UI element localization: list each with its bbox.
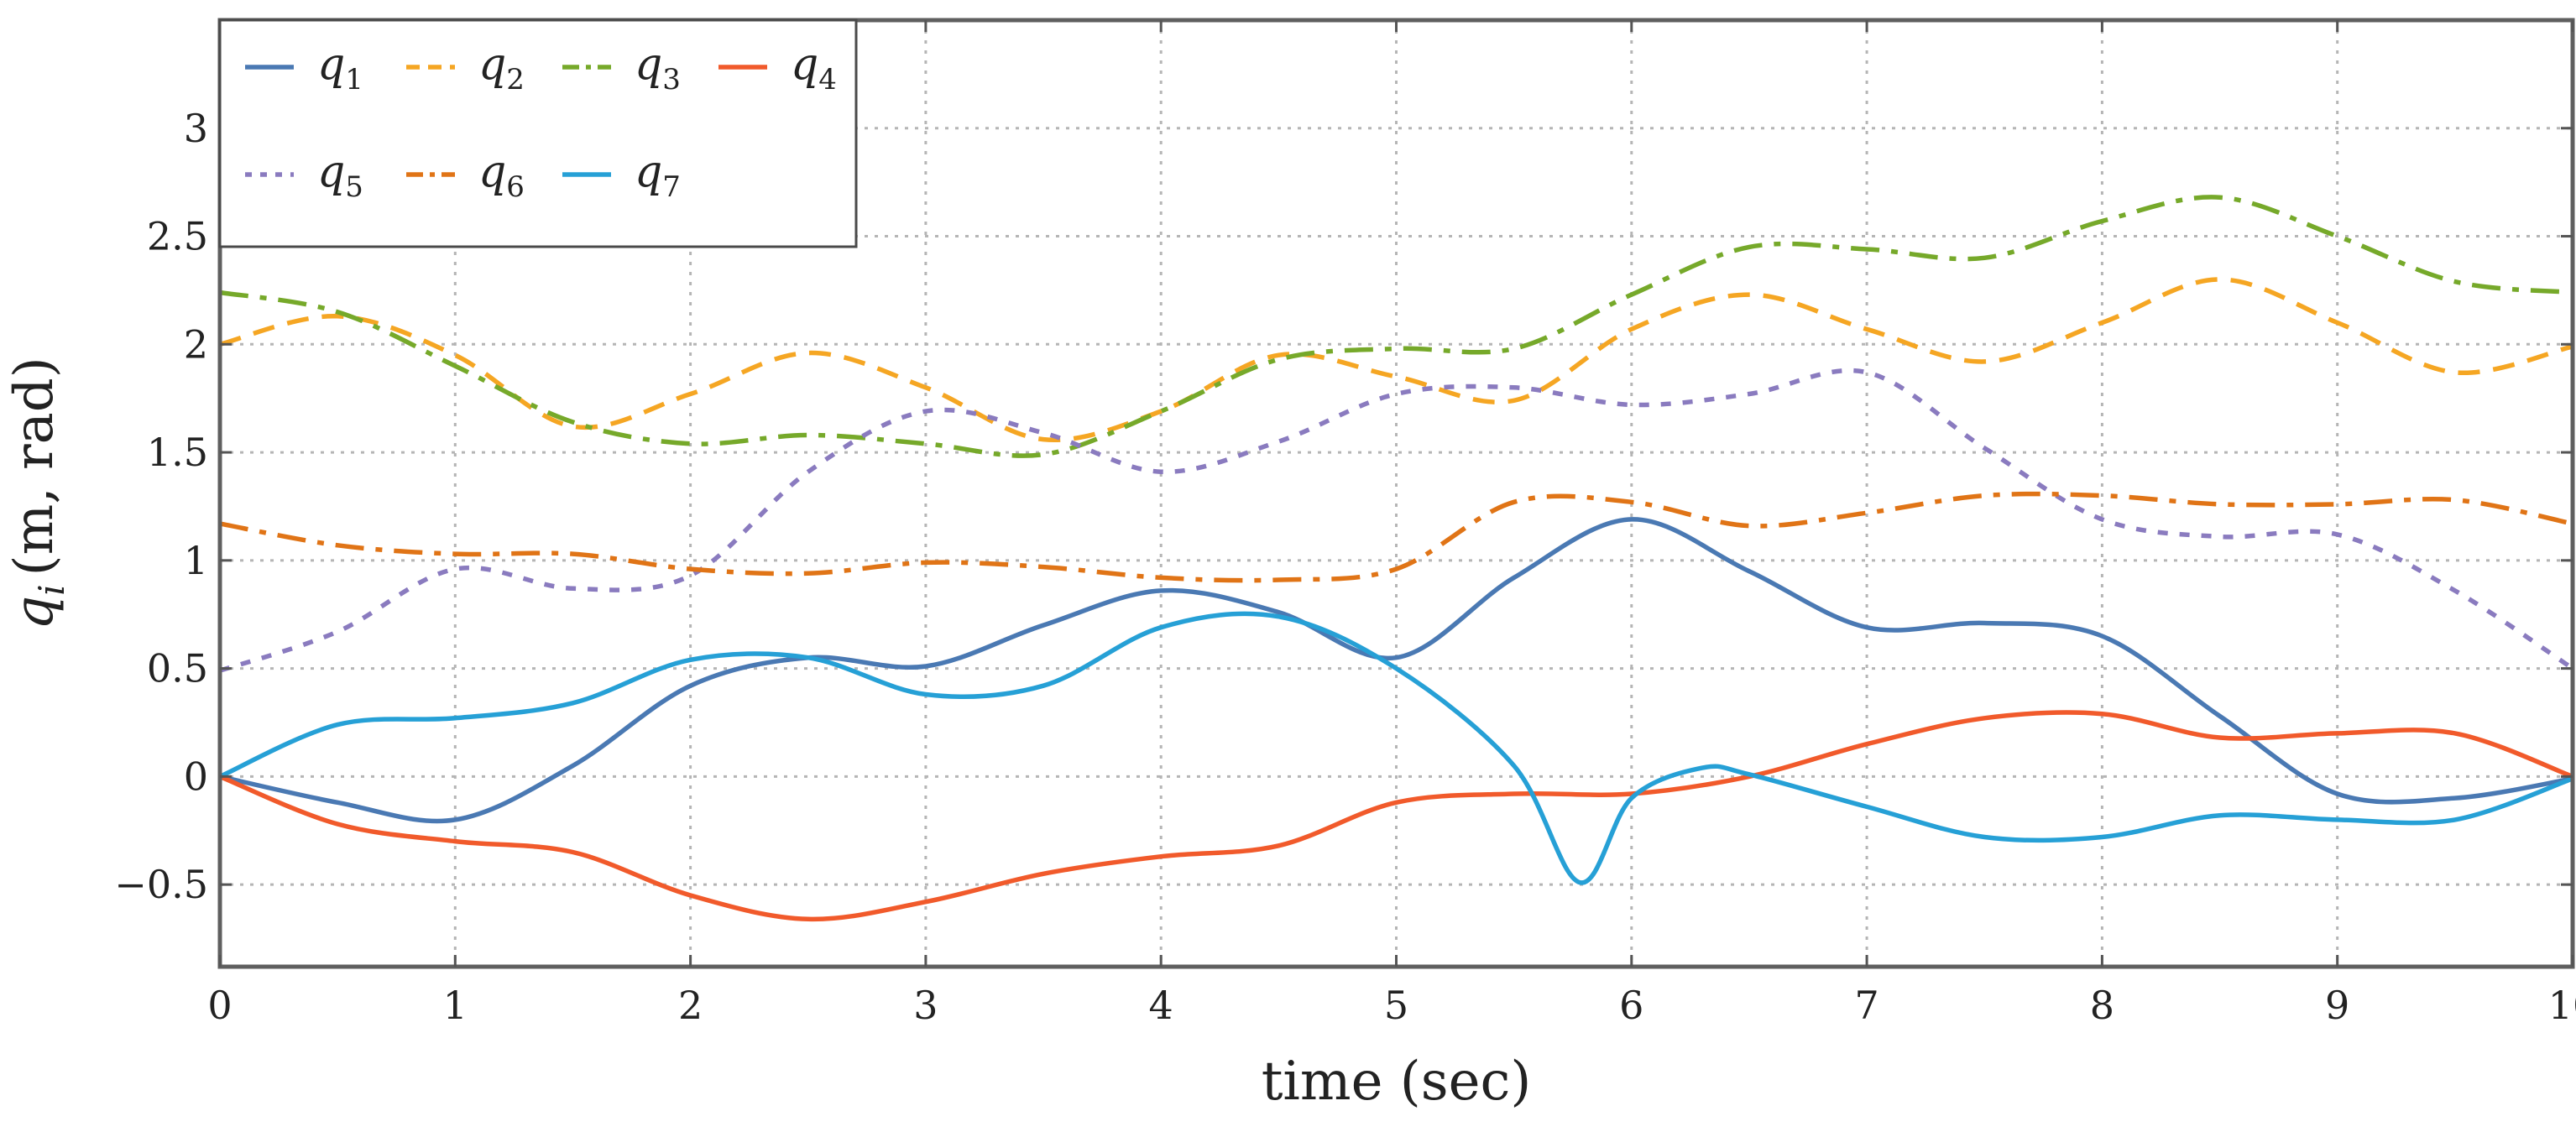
legend-label-q6: q6	[478, 147, 525, 204]
legend-symbol: q	[478, 39, 506, 90]
legend-symbol: q	[478, 147, 506, 197]
legend-label-q5: q5	[317, 147, 363, 204]
legend-symbol: q	[635, 147, 662, 197]
x-tick-label: 2	[678, 983, 703, 1028]
legend-label-q4: q4	[791, 39, 837, 97]
x-axis-label: time (sec)	[1262, 1051, 1532, 1113]
legend-label-q7: q7	[635, 147, 681, 204]
y-axis-label: qi (m, rad)	[3, 357, 72, 629]
legend-subscript: 4	[818, 63, 837, 97]
legend-subscript: 7	[662, 170, 681, 204]
x-tick-label: 3	[913, 983, 938, 1028]
x-tick-label: 10	[2548, 983, 2576, 1028]
y-axis-label-symbol: q	[3, 596, 65, 630]
series-lines	[218, 195, 2574, 922]
x-tick-label: 5	[1384, 983, 1408, 1028]
y-tick-label: 2.5	[147, 214, 208, 259]
legend-label-q3: q3	[635, 39, 681, 97]
series-line-q1	[219, 517, 2573, 824]
legend-subscript: 5	[345, 170, 363, 204]
y-axis-label-subscript: i	[31, 584, 72, 595]
y-tick-label: 2	[184, 321, 208, 367]
series-line-q2	[219, 277, 2573, 442]
y-tick-label: 3	[184, 106, 208, 151]
x-tick-label: 1	[443, 983, 468, 1028]
x-tick-label: 6	[1619, 983, 1643, 1028]
legend-subscript: 3	[662, 63, 681, 97]
legend-subscript: 6	[506, 170, 525, 204]
y-axis-label-units: (m, rad)	[3, 357, 65, 576]
x-tick-label: 0	[207, 983, 232, 1028]
legend-symbol: q	[317, 39, 345, 90]
legend-symbol: q	[635, 39, 662, 90]
grid	[220, 20, 2573, 967]
legend-symbol: q	[791, 39, 818, 90]
axis-ticks: 0 1 2 3 4 5 6 7 8 9 10 −0.5 0 0.5 1 1.5 2 2.5 3	[114, 20, 2576, 1028]
series-line-q5	[219, 368, 2574, 673]
series-line-q7	[218, 611, 2573, 885]
legend-label-q1: q1	[317, 39, 363, 97]
y-tick-label: 1.5	[147, 430, 208, 475]
x-tick-label: 9	[2325, 983, 2349, 1028]
y-tick-label: 0	[184, 754, 208, 799]
series-line-q6	[219, 491, 2573, 583]
legend-label-q2: q2	[478, 39, 525, 97]
legend-subscript: 1	[345, 63, 363, 97]
x-tick-label: 7	[1854, 983, 1878, 1028]
legend-symbol: q	[317, 147, 345, 197]
y-tick-label: 1	[184, 538, 208, 583]
y-tick-label: −0.5	[114, 862, 208, 907]
legend-subscript: 2	[506, 63, 525, 97]
series-line-q4	[218, 710, 2573, 922]
x-tick-label: 4	[1149, 983, 1173, 1028]
series-line-q3	[219, 195, 2573, 458]
legend-box	[218, 18, 858, 248]
x-tick-label: 8	[2090, 983, 2114, 1028]
y-tick-label: 0.5	[147, 646, 208, 691]
